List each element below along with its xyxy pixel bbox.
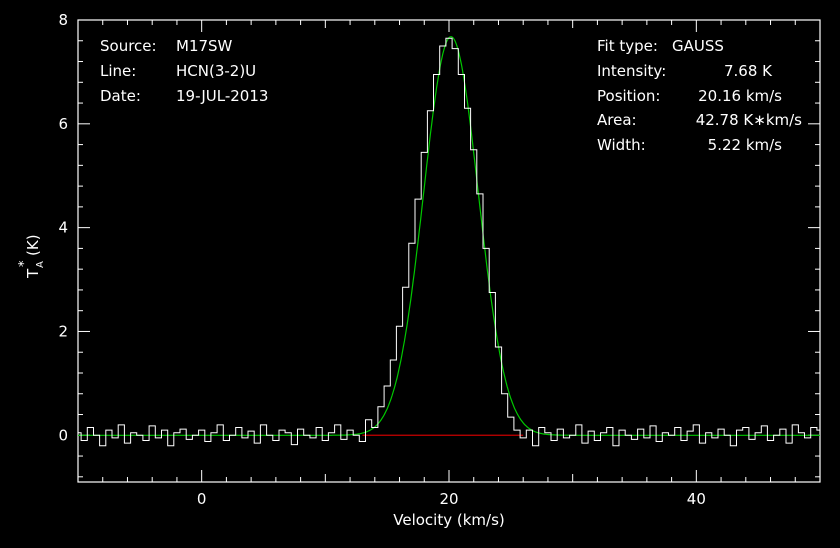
series-layer	[78, 36, 820, 447]
source-label: Source:	[100, 37, 157, 55]
x-tick-label: 20	[439, 490, 458, 508]
y-axis-label-main: T	[24, 268, 42, 279]
y-tick-label: 2	[58, 322, 68, 340]
position-value: 20.16 km/s	[698, 87, 782, 105]
info-left: Source: M17SW Line: HCN(3-2)U Date: 19-J…	[100, 37, 268, 105]
x-axis-label: Velocity (km/s)	[393, 511, 504, 529]
fit-type-label: Fit type:	[597, 37, 658, 55]
intensity-value: 7.68 K	[724, 62, 773, 80]
x-tick-label: 40	[687, 490, 706, 508]
axis-ticks	[77, 19, 821, 482]
width-label: Width:	[597, 136, 646, 154]
source-value: M17SW	[176, 37, 233, 55]
x-tick-label: 0	[197, 490, 207, 508]
area-label: Area:	[597, 111, 637, 129]
y-axis-label-unit: (K)	[24, 234, 42, 256]
fit-type-value: GAUSS	[672, 37, 724, 55]
date-value: 19-JUL-2013	[176, 87, 268, 105]
intensity-label: Intensity:	[597, 62, 666, 80]
y-axis-label-sub: A	[35, 261, 46, 268]
y-axis-label: T A * (K)	[17, 234, 46, 279]
y-tick-label: 6	[58, 115, 68, 133]
area-value: 42.78 K∗km/s	[696, 111, 802, 129]
gaussian-fit-line	[78, 36, 820, 436]
y-tick-label: 4	[58, 219, 68, 237]
axis-tick-labels: 0 20 40 0 2 4 6 8	[58, 11, 705, 508]
line-label: Line:	[100, 62, 136, 80]
date-label: Date:	[100, 87, 141, 105]
line-value: HCN(3-2)U	[176, 62, 256, 80]
y-axis-label-sup: *	[17, 260, 32, 267]
y-tick-label: 8	[58, 11, 68, 29]
position-label: Position:	[597, 87, 660, 105]
info-right: Fit type: GAUSS Intensity: 7.68 K Positi…	[597, 37, 802, 154]
spectrum-histogram-line	[78, 37, 820, 447]
y-tick-label: 0	[58, 426, 68, 444]
width-value: 5.22 km/s	[708, 136, 783, 154]
